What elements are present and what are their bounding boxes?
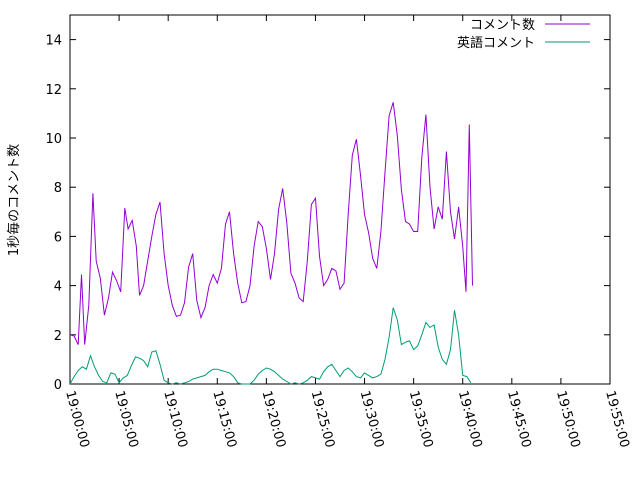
y-tick-label: 12 xyxy=(45,83,62,98)
y-tick-label: 0 xyxy=(54,378,62,393)
x-tick-label: 19:00:00 xyxy=(62,389,92,449)
legend-label: 英語コメント xyxy=(457,35,535,51)
series-lines xyxy=(69,102,473,385)
y-tick-label: 8 xyxy=(54,181,62,196)
y-tick-label: 10 xyxy=(45,132,62,147)
x-tick-label: 19:05:00 xyxy=(111,389,141,449)
x-tick-label: 19:55:00 xyxy=(602,389,632,449)
axes xyxy=(69,14,611,385)
x-tick-label: 19:15:00 xyxy=(209,389,239,449)
y-tick-label: 4 xyxy=(54,280,62,295)
legend-label: コメント数 xyxy=(470,18,535,33)
x-tick-label: 19:20:00 xyxy=(258,389,288,449)
plot-frame xyxy=(69,14,611,385)
x-tick-label: 19:50:00 xyxy=(553,389,583,449)
x-tick-label: 19:40:00 xyxy=(455,389,485,449)
y-tick-label: 6 xyxy=(54,230,62,245)
y-axis-label: 1秒毎のコメント数 xyxy=(6,144,22,256)
series-line-2 xyxy=(69,307,472,385)
y-tick-label: 2 xyxy=(54,329,62,344)
y-tick-label: 14 xyxy=(45,34,62,49)
series-line-1 xyxy=(69,102,473,345)
x-tick-label: 19:45:00 xyxy=(504,389,534,449)
x-tick-label: 19:30:00 xyxy=(357,389,387,449)
x-tick-label: 19:25:00 xyxy=(308,389,338,449)
x-tick-label: 19:10:00 xyxy=(160,389,190,449)
x-tick-label: 19:35:00 xyxy=(406,389,436,449)
